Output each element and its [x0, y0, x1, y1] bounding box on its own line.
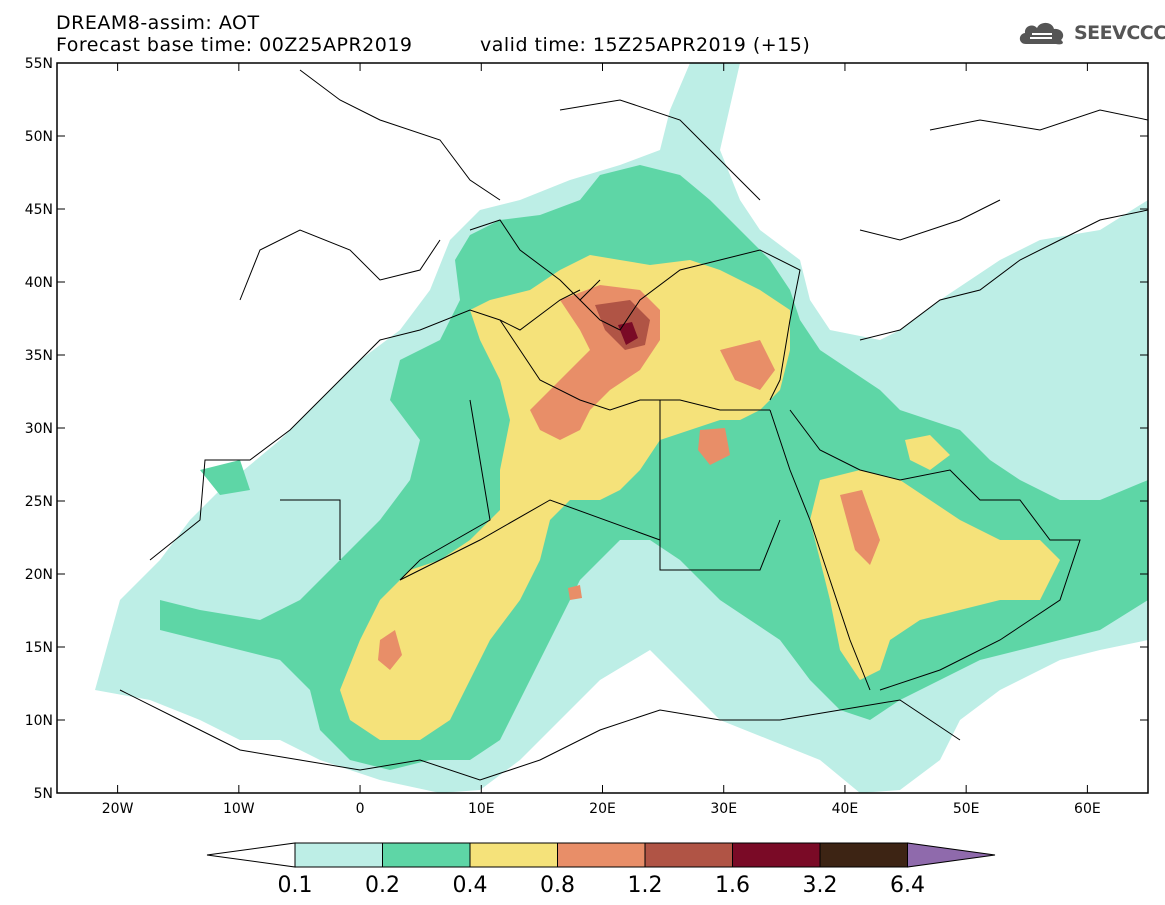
lat-label: 45N	[25, 202, 53, 218]
colorbar-label: 3.2	[803, 873, 838, 898]
lat-label: 30N	[25, 421, 53, 437]
colorbar-segment	[294, 842, 383, 868]
colorbar-label: 1.2	[628, 873, 663, 898]
valid-time: valid time: 15Z25APR2019 (+15)	[480, 34, 811, 56]
lat-label: 15N	[25, 640, 53, 656]
contour-0.2	[200, 460, 250, 495]
lat-label: 20N	[25, 567, 53, 583]
lat-label: 55N	[25, 56, 53, 72]
lon-label: 20E	[589, 801, 616, 817]
colorbar-over-triangle	[907, 842, 996, 868]
lat-label: 35N	[25, 348, 53, 364]
contour-0.8	[378, 630, 402, 670]
colorbar-under-triangle	[206, 842, 296, 868]
lat-label: 40N	[25, 275, 53, 291]
latitude-axis: 55N 50N 45N 40N 35N 30N 25N 20N 15N 10N 5N	[25, 56, 1148, 802]
colorbar-label: 6.4	[890, 873, 925, 898]
contour-0.1	[1020, 245, 1100, 300]
lon-label: 40E	[832, 801, 859, 817]
map-title: DREAM8-assim: AOT	[56, 12, 260, 34]
contour-0.8	[698, 428, 730, 465]
lat-label: 10N	[25, 713, 53, 729]
longitude-axis: 20W 10W 0 10E 20E 30E 40E 50E 60E	[102, 63, 1101, 817]
colorbar-label: 0.1	[278, 873, 313, 898]
lon-label: 0	[356, 801, 365, 817]
seevccc-logo: SEEVCCC	[1016, 20, 1165, 46]
contour-1.6	[618, 322, 638, 345]
lon-label: 60E	[1074, 801, 1101, 817]
logo-text: SEEVCCC	[1074, 22, 1165, 44]
lon-label: 20W	[102, 801, 134, 817]
lat-label: 25N	[25, 494, 53, 510]
colorbar-segment	[557, 842, 646, 868]
colorbar-segment	[644, 842, 733, 868]
colorbar: 0.1 0.2 0.4 0.8 1.2 1.6 3.2 6.4	[206, 842, 996, 898]
colorbar-label: 1.6	[715, 873, 750, 898]
lon-label: 10E	[468, 801, 495, 817]
cloud-icon	[1019, 22, 1064, 45]
forecast-base-time: Forecast base time: 00Z25APR2019	[56, 34, 413, 56]
lon-label: 10W	[223, 801, 255, 817]
aot-contours	[95, 63, 1148, 793]
colorbar-segment	[732, 842, 821, 868]
lat-label: 50N	[25, 129, 53, 145]
colorbar-segment	[382, 842, 471, 868]
colorbar-segment	[819, 842, 908, 868]
colorbar-label: 0.8	[540, 873, 575, 898]
coastlines	[119, 69, 1148, 781]
colorbar-label: 0.4	[453, 873, 488, 898]
colorbar-segment	[469, 842, 558, 868]
colorbar-label: 0.2	[365, 873, 400, 898]
contour-0.4	[905, 435, 950, 470]
lat-label: 5N	[34, 786, 53, 802]
contour-0.4	[340, 255, 790, 740]
contour-0.8	[568, 585, 582, 600]
contour-0.8	[840, 490, 880, 565]
lon-label: 50E	[953, 801, 980, 817]
lon-label: 30E	[710, 801, 737, 817]
contour-0.8	[720, 340, 775, 390]
